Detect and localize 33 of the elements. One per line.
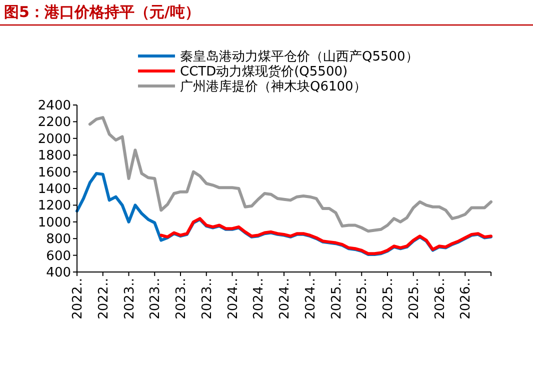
- y-tick-label: 2400: [38, 98, 71, 114]
- y-tick-label: 1400: [38, 182, 71, 197]
- x-tick-label: 2025..: [381, 278, 396, 320]
- y-tick-label: 1600: [38, 165, 71, 180]
- x-tick-label: 2024..: [252, 278, 267, 320]
- x-tick-label: 2024..: [278, 278, 292, 320]
- x-tick-label: 2025..: [406, 278, 422, 320]
- x-tick-label: 2026..: [458, 278, 474, 320]
- y-tick-label: 1800: [38, 148, 71, 164]
- x-tick-label: 2024..: [303, 278, 318, 320]
- y-tick-label: 800: [46, 232, 71, 248]
- legend-label: 秦皇岛港动力煤平仓价（山西产Q5500）: [180, 50, 418, 64]
- x-tick-label: 2022..: [70, 278, 86, 320]
- chart-title: 图5：港口价格持平（元/吨）: [4, 3, 200, 21]
- legend-label: 广州港库提价（神木块Q6100）: [180, 80, 366, 94]
- y-tick-label: 400: [46, 266, 71, 280]
- legend-label: CCTD动力煤现货价(Q5500): [180, 64, 348, 80]
- x-tick-label: 2025..: [355, 278, 370, 320]
- line-series: [88, 116, 492, 233]
- line-series: [160, 217, 492, 256]
- y-tick-label: 1200: [38, 198, 71, 214]
- x-tick-label: 2023..: [200, 278, 215, 320]
- x-tick-label: 2023..: [174, 278, 189, 320]
- x-tick-label: 2023..: [122, 278, 138, 320]
- x-tick-label: 2025..: [329, 278, 344, 320]
- y-tick-label: 600: [46, 248, 71, 264]
- x-tick-label: 2024..: [226, 278, 241, 320]
- x-tick-label: 2023..: [148, 278, 164, 320]
- x-tick-label: 2022..: [96, 278, 112, 320]
- y-tick-label: 2200: [38, 115, 71, 130]
- y-tick-label: 1000: [38, 215, 71, 230]
- x-tick-label: 2026..: [432, 278, 448, 320]
- y-tick-label: 2000: [38, 132, 71, 147]
